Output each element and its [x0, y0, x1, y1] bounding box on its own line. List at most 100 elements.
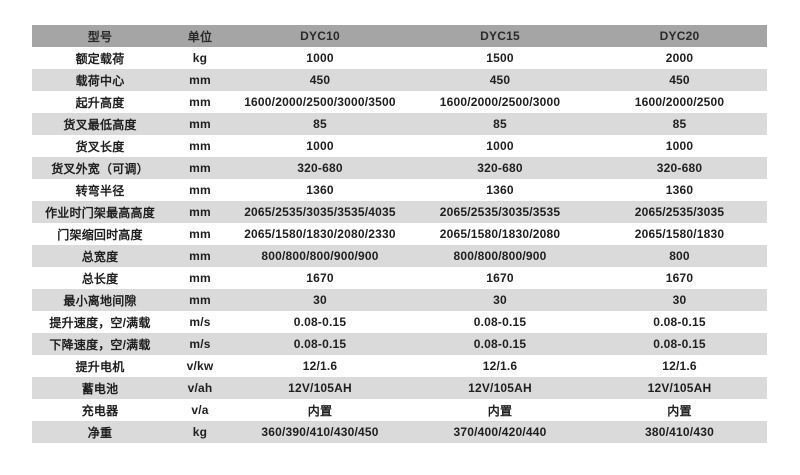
cell-spec-label: 额定载荷 — [32, 47, 168, 69]
spec-table-header: 型号 单位 DYC10 DYC15 DYC20 — [32, 25, 767, 47]
cell-value-dyc10: 360/390/410/430/450 — [232, 421, 408, 443]
table-row: 货叉长度 mm 1000 1000 1000 — [32, 135, 767, 157]
cell-unit: mm — [168, 157, 232, 179]
cell-spec-label: 载荷中心 — [32, 69, 168, 91]
cell-value-dyc10: 30 — [232, 289, 408, 311]
cell-spec-label: 起升高度 — [32, 91, 168, 113]
cell-value-dyc20: 800 — [592, 245, 767, 267]
product-spec-table: 型号 单位 DYC10 DYC15 DYC20 额定载荷 kg 1000 1500 20… — [32, 25, 767, 443]
cell-value-dyc10: 12V/105AH — [232, 377, 408, 399]
cell-value-dyc20: 1600/2000/2500 — [592, 91, 767, 113]
cell-value-dyc20: 380/410/430 — [592, 421, 767, 443]
cell-value-dyc10: 450 — [232, 69, 408, 91]
cell-value-dyc10: 0.08-0.15 — [232, 311, 408, 333]
cell-value-dyc15: 12V/105AH — [408, 377, 592, 399]
cell-unit: mm — [168, 245, 232, 267]
cell-value-dyc20: 0.08-0.15 — [592, 333, 767, 355]
cell-value-dyc10: 800/800/800/900/900 — [232, 245, 408, 267]
cell-value-dyc20: 85 — [592, 113, 767, 135]
table-row: 最小离地间隙 mm 30 30 30 — [32, 289, 767, 311]
cell-unit: m/s — [168, 333, 232, 355]
cell-value-dyc20: 1000 — [592, 135, 767, 157]
cell-spec-label: 充电器 — [32, 399, 168, 421]
cell-value-dyc15: 2065/2535/3035/3535 — [408, 201, 592, 223]
cell-value-dyc15: 1360 — [408, 179, 592, 201]
cell-value-dyc15: 12/1.6 — [408, 355, 592, 377]
cell-unit: kg — [168, 47, 232, 69]
cell-value-dyc20: 内置 — [592, 399, 767, 421]
cell-spec-label: 门架缩回时高度 — [32, 223, 168, 245]
header-cell-unit: 单位 — [168, 25, 232, 47]
cell-value-dyc10: 2065/2535/3035/3535/4035 — [232, 201, 408, 223]
header-cell-dyc10: DYC10 — [232, 25, 408, 47]
cell-unit: mm — [168, 135, 232, 157]
table-row: 转弯半径 mm 1360 1360 1360 — [32, 179, 767, 201]
cell-value-dyc10: 1000 — [232, 135, 408, 157]
cell-value-dyc15: 85 — [408, 113, 592, 135]
cell-value-dyc20: 12V/105AH — [592, 377, 767, 399]
table-row: 充电器 v/a 内置 内置 内置 — [32, 399, 767, 421]
cell-unit: mm — [168, 179, 232, 201]
cell-spec-label: 提升电机 — [32, 355, 168, 377]
cell-spec-label: 净重 — [32, 421, 168, 443]
cell-unit: v/ah — [168, 377, 232, 399]
cell-value-dyc10: 0.08-0.15 — [232, 333, 408, 355]
cell-value-dyc15: 内置 — [408, 399, 592, 421]
cell-value-dyc10: 2065/1580/1830/2080/2330 — [232, 223, 408, 245]
cell-value-dyc15: 1500 — [408, 47, 592, 69]
table-row: 提升电机 v/kw 12/1.6 12/1.6 12/1.6 — [32, 355, 767, 377]
table-row: 额定载荷 kg 1000 1500 2000 — [32, 47, 767, 69]
cell-value-dyc15: 30 — [408, 289, 592, 311]
cell-unit: mm — [168, 267, 232, 289]
cell-spec-label: 总宽度 — [32, 245, 168, 267]
cell-value-dyc15: 1670 — [408, 267, 592, 289]
cell-value-dyc20: 0.08-0.15 — [592, 311, 767, 333]
cell-spec-label: 提升速度，空/满载 — [32, 311, 168, 333]
cell-value-dyc20: 1360 — [592, 179, 767, 201]
cell-unit: v/a — [168, 399, 232, 421]
cell-spec-label: 最小离地间隙 — [32, 289, 168, 311]
table-row: 总长度 mm 1670 1670 1670 — [32, 267, 767, 289]
cell-unit: mm — [168, 223, 232, 245]
cell-unit: mm — [168, 91, 232, 113]
cell-value-dyc20: 2000 — [592, 47, 767, 69]
cell-value-dyc10: 1000 — [232, 47, 408, 69]
cell-unit: mm — [168, 201, 232, 223]
cell-value-dyc15: 0.08-0.15 — [408, 311, 592, 333]
cell-value-dyc10: 1360 — [232, 179, 408, 201]
cell-unit: mm — [168, 69, 232, 91]
cell-value-dyc20: 2065/1580/1830 — [592, 223, 767, 245]
cell-value-dyc20: 320-680 — [592, 157, 767, 179]
cell-spec-label: 货叉最低高度 — [32, 113, 168, 135]
cell-value-dyc15: 320-680 — [408, 157, 592, 179]
header-cell-dyc20: DYC20 — [592, 25, 767, 47]
cell-unit: m/s — [168, 311, 232, 333]
cell-spec-label: 货叉外宽（可调） — [32, 157, 168, 179]
table-row: 货叉最低高度 mm 85 85 85 — [32, 113, 767, 135]
table-row: 起升高度 mm 1600/2000/2500/3000/3500 1600/2000/… — [32, 91, 767, 113]
cell-value-dyc15: 1000 — [408, 135, 592, 157]
cell-spec-label: 总长度 — [32, 267, 168, 289]
header-row: 型号 单位 DYC10 DYC15 DYC20 — [32, 25, 767, 47]
cell-unit: mm — [168, 113, 232, 135]
spec-table-body: 额定载荷 kg 1000 1500 2000 载荷中心 mm 450 450 450 起升高度 mm 1… — [32, 47, 767, 443]
cell-unit: mm — [168, 289, 232, 311]
cell-value-dyc10: 1600/2000/2500/3000/3500 — [232, 91, 408, 113]
cell-value-dyc20: 450 — [592, 69, 767, 91]
table-row: 总宽度 mm 800/800/800/900/900 800/800/800/900 8… — [32, 245, 767, 267]
cell-value-dyc20: 30 — [592, 289, 767, 311]
cell-value-dyc10: 12/1.6 — [232, 355, 408, 377]
table-row: 货叉外宽（可调） mm 320-680 320-680 320-680 — [32, 157, 767, 179]
header-cell-model: 型号 — [32, 25, 168, 47]
table-row: 蓄电池 v/ah 12V/105AH 12V/105AH 12V/105AH — [32, 377, 767, 399]
cell-value-dyc15: 450 — [408, 69, 592, 91]
cell-value-dyc15: 1600/2000/2500/3000 — [408, 91, 592, 113]
product-spec-table-container: 型号 单位 DYC10 DYC15 DYC20 额定载荷 kg 1000 1500 20… — [32, 25, 767, 443]
cell-value-dyc15: 800/800/800/900 — [408, 245, 592, 267]
cell-value-dyc15: 2065/1580/1830/2080 — [408, 223, 592, 245]
table-row: 载荷中心 mm 450 450 450 — [32, 69, 767, 91]
cell-value-dyc10: 85 — [232, 113, 408, 135]
cell-unit: kg — [168, 421, 232, 443]
cell-spec-label: 作业时门架最高高度 — [32, 201, 168, 223]
table-row: 作业时门架最高高度 mm 2065/2535/3035/3535/4035 2065/… — [32, 201, 767, 223]
